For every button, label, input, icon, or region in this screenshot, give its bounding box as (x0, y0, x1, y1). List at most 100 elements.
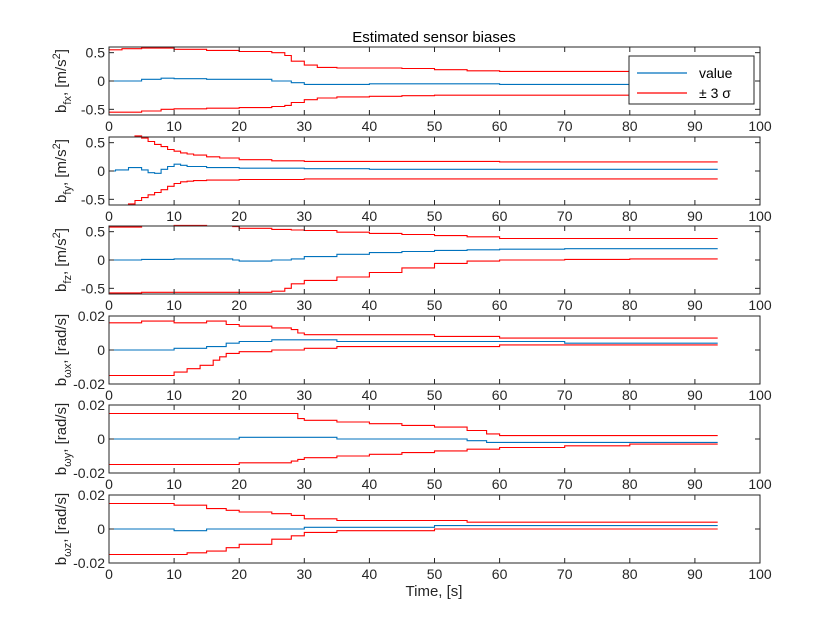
x-tick-label: 70 (557, 566, 573, 582)
x-tick-label: 80 (622, 566, 638, 582)
legend: value ± 3 σ (628, 55, 755, 105)
x-tick-label: 60 (492, 118, 508, 134)
y-axis-label-part: , [rad/s] (53, 314, 70, 364)
x-tick-label: 100 (748, 208, 772, 224)
series-line-value (109, 248, 718, 262)
x-tick-label: 80 (622, 297, 638, 313)
x-tick-label: 0 (105, 297, 113, 313)
y-axis-label: bfy, [m/s2] (51, 139, 74, 203)
y-tick-label: -0.5 (81, 280, 105, 296)
y-axis-label: bfx, [m/s2] (51, 49, 74, 113)
x-tick-label: 30 (297, 476, 313, 492)
y-tick-label: 0.5 (86, 135, 106, 151)
x-tick-label: 90 (687, 566, 703, 582)
x-tick-label: 20 (231, 297, 247, 313)
plot-area (109, 226, 760, 294)
x-tick-label: 60 (492, 208, 508, 224)
y-axis-label-part: b (53, 467, 70, 475)
y-axis-label-part: fy (62, 186, 74, 195)
x-tick-label: 90 (687, 476, 703, 492)
x-tick-label: 0 (105, 118, 113, 134)
series-line-value (109, 339, 718, 351)
y-tick-label: -0.02 (73, 376, 105, 392)
x-tick-label: 10 (166, 476, 182, 492)
figure-title: Estimated sensor biases (352, 29, 515, 46)
y-tick-label: 0 (97, 521, 105, 537)
series-line-upper (109, 502, 718, 523)
series-line-upper (109, 135, 718, 163)
x-tick-label: 20 (231, 208, 247, 224)
x-tick-label: 50 (427, 297, 443, 313)
series-line-value (109, 525, 718, 532)
x-tick-label: 40 (362, 208, 378, 224)
x-tick-label: 40 (362, 566, 378, 582)
x-tick-label: 40 (362, 387, 378, 403)
y-tick-label: 0 (97, 163, 105, 179)
x-tick-label: 30 (297, 208, 313, 224)
x-tick-label: 0 (105, 387, 113, 403)
y-axis-label-part: b (53, 195, 70, 203)
x-tick-label: 20 (231, 566, 247, 582)
y-axis-label-part: , [rad/s] (53, 493, 70, 543)
x-tick-label: 50 (427, 118, 443, 134)
y-axis-label-part: b (53, 105, 70, 113)
x-tick-label: 40 (362, 476, 378, 492)
series-line-value (109, 77, 718, 85)
y-tick-label: 0 (97, 431, 105, 447)
x-tick-label: 0 (105, 476, 113, 492)
x-tick-label: 90 (687, 297, 703, 313)
x-tick-label: 40 (362, 118, 378, 134)
y-axis-label-part: , [m/s (53, 238, 70, 275)
y-axis-label-part: ] (53, 228, 70, 232)
x-tick-label: 10 (166, 297, 182, 313)
y-axis-label-part: , [m/s (53, 149, 70, 186)
x-tick-label: 60 (492, 297, 508, 313)
y-axis-label-part: b (53, 557, 70, 565)
x-tick-label: 30 (297, 118, 313, 134)
y-axis-label-part: fx (62, 96, 74, 105)
x-tick-label: 10 (166, 208, 182, 224)
plot-area (109, 137, 760, 205)
series-line-value (109, 163, 718, 174)
x-tick-label: 100 (748, 118, 772, 134)
x-tick-label: 70 (557, 476, 573, 492)
x-tick-label: 20 (231, 476, 247, 492)
y-axis-label: bωy, [rad/s] (53, 403, 74, 475)
x-tick-label: 90 (687, 387, 703, 403)
x-tick-label: 50 (427, 387, 443, 403)
y-axis-label-part: ωz (62, 543, 74, 557)
series-line-lower (109, 443, 718, 466)
x-tick-label: 60 (492, 566, 508, 582)
y-axis-label-part: 2 (51, 232, 63, 238)
x-tick-label: 10 (166, 387, 182, 403)
y-axis-label-part: 2 (51, 53, 63, 59)
x-tick-label: 100 (748, 387, 772, 403)
y-axis-label-part: 2 (51, 143, 63, 149)
y-axis-label-part: ] (53, 49, 70, 53)
y-tick-label: 0 (97, 252, 105, 268)
x-tick-label: 50 (427, 476, 443, 492)
x-tick-label: 10 (166, 566, 182, 582)
legend-box (628, 55, 755, 105)
y-axis-label-part: , [m/s (53, 59, 70, 96)
x-tick-label: 100 (748, 297, 772, 313)
x-tick-label: 50 (427, 208, 443, 224)
y-axis-label-part: ωx (62, 363, 74, 378)
x-tick-label: 90 (687, 208, 703, 224)
x-tick-label: 0 (105, 566, 113, 582)
x-tick-label: 40 (362, 297, 378, 313)
x-tick-label: 70 (557, 297, 573, 313)
x-tick-label: 60 (492, 476, 508, 492)
x-tick-label: 70 (557, 387, 573, 403)
legend-label-sigma: ± 3 σ (699, 85, 731, 101)
x-tick-label: 30 (297, 297, 313, 313)
series-line-lower (109, 344, 718, 377)
x-tick-label: 100 (748, 476, 772, 492)
y-tick-label: 0.5 (86, 224, 106, 240)
x-tick-label: 80 (622, 387, 638, 403)
x-tick-label: 80 (622, 476, 638, 492)
x-axis-label: Time, [s] (406, 583, 463, 600)
